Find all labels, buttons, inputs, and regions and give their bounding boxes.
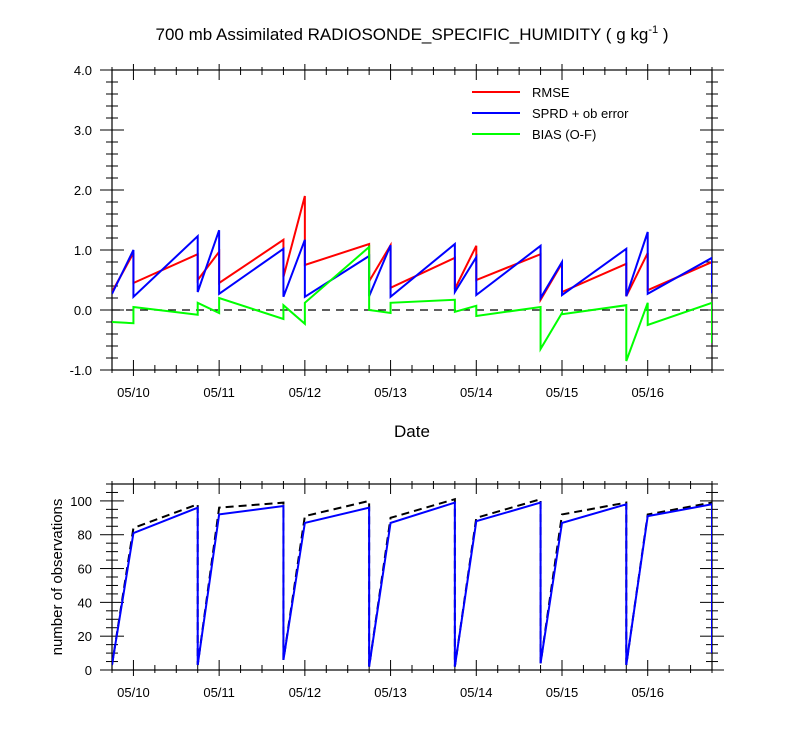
x-tick-label: 05/15 — [546, 685, 579, 700]
x-tick-label: 05/14 — [460, 685, 493, 700]
x-tick-label: 05/12 — [289, 385, 322, 400]
legend-label-0: RMSE — [532, 85, 570, 100]
x-tick-label: 05/16 — [631, 385, 664, 400]
x-tick-label: 05/11 — [203, 685, 235, 700]
observation-count-plot: 05/10 05/11 05/12 05/13 05/14 05/15 05/16 0 20 40… — [70, 478, 724, 700]
y-tick-label: 2.0 — [74, 183, 92, 198]
rmse-spread-bias-plot: 05/10 05/11 05/12 05/13 05/14 05/15 05/16 -1.0 0… — [70, 63, 724, 400]
legend-label-1: SPRD + ob error — [532, 106, 629, 121]
y-tick-label: 20 — [78, 629, 92, 644]
x-tick-label: 05/14 — [460, 385, 493, 400]
y-axis-label: number of observations — [49, 499, 66, 656]
x-tick-label: 05/10 — [117, 685, 150, 700]
series-line-0 — [112, 195, 712, 304]
x-tick-label: 05/11 — [203, 385, 235, 400]
series-line-1 — [112, 229, 712, 302]
x-tick-label: 05/13 — [374, 385, 407, 400]
plot-frame — [111, 483, 713, 671]
y-tick-label: 0.0 — [74, 303, 92, 318]
y-tick-label: 80 — [78, 528, 92, 543]
y-tick-label: 100 — [70, 494, 92, 509]
chart-title: 700 mb Assimilated RADIOSONDE_SPECIFIC_H… — [156, 24, 669, 44]
legend-label-2: BIAS (O-F) — [532, 127, 596, 142]
series-line-1 — [112, 501, 712, 667]
x-tick-label: 05/16 — [631, 685, 664, 700]
y-tick-label: 4.0 — [74, 63, 92, 78]
y-tick-label: 1.0 — [74, 243, 92, 258]
x-axis-label: Date — [394, 422, 430, 441]
y-tick-label: 40 — [78, 595, 92, 610]
series-line-2 — [112, 244, 712, 362]
x-tick-label: 05/15 — [546, 385, 579, 400]
x-tick-label: 05/13 — [374, 685, 407, 700]
y-tick-label: 0 — [85, 663, 92, 678]
y-tick-label: -1.0 — [70, 363, 92, 378]
y-tick-label: 60 — [78, 562, 92, 577]
x-tick-label: 05/10 — [117, 385, 150, 400]
y-tick-label: 3.0 — [74, 123, 92, 138]
x-tick-label: 05/12 — [289, 685, 322, 700]
